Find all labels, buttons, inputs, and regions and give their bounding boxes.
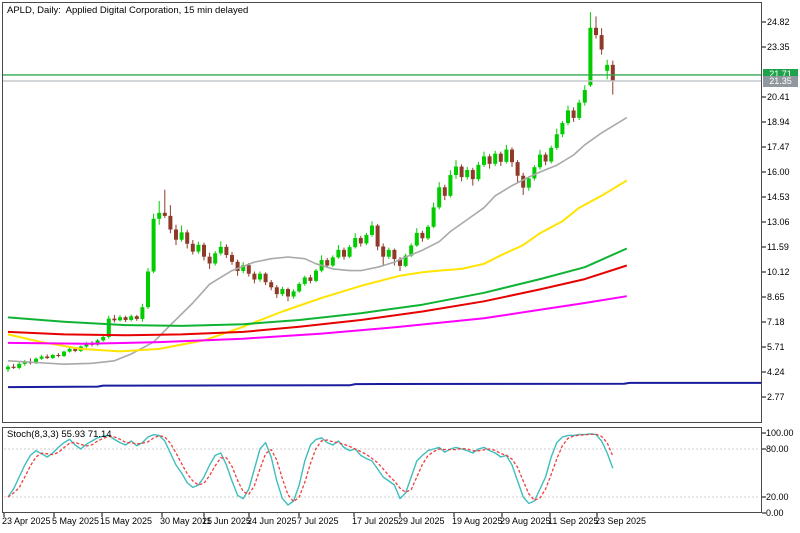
price-axis-label: 10.12 xyxy=(767,267,790,277)
price-axis-label: 7.18 xyxy=(767,317,785,327)
date-axis-label: 17 Jul 2025 xyxy=(352,516,399,526)
date-axis-label: 7 Jul 2025 xyxy=(297,516,339,526)
price-axis-label: 2.77 xyxy=(767,392,785,402)
stoch-axis-label: 80.00 xyxy=(766,444,789,454)
date-axis-label: 23 Sep 2025 xyxy=(595,516,647,526)
stoch-pane-border xyxy=(2,427,762,513)
price-axis-label: 4.24 xyxy=(767,367,785,377)
stoch-name: Stoch(8,3,3) xyxy=(7,429,59,440)
ma-gray xyxy=(7,116,628,366)
date-axis-label: 29 Jul 2025 xyxy=(398,516,445,526)
ma-yellow xyxy=(7,179,628,353)
stoch-k-line xyxy=(7,433,614,506)
stoch-d-line xyxy=(7,433,614,503)
price-axis-label: 13.06 xyxy=(767,217,790,227)
date-axis-label: 11 Jun 2025 xyxy=(202,516,251,526)
price-axis-label: 23.35 xyxy=(767,42,790,52)
date-axis-label: 23 Apr 2025 xyxy=(2,516,51,526)
stoch-axis-label: 100.00 xyxy=(766,428,794,438)
price-axis-label: 14.53 xyxy=(767,192,790,202)
price-axis-label: 20.41 xyxy=(767,92,790,102)
alert-price-badge: 21.71 xyxy=(763,69,798,81)
horizontal-line-objects[interactable] xyxy=(3,74,761,82)
price-axis-label: 17.47 xyxy=(767,142,790,152)
price-axis-label: 16.00 xyxy=(767,167,790,177)
date-axis-label: 11 Sep 2025 xyxy=(548,516,599,526)
current-price-badge: 21.35 xyxy=(763,75,798,87)
date-axis-label: 24 Jun 2025 xyxy=(247,516,297,526)
stoch-k-value: 55.93 xyxy=(61,429,86,440)
stoch-indicator-label: Stoch(8,3,3) 55.93 71.14 xyxy=(7,429,112,440)
ma-magenta xyxy=(7,295,627,345)
date-axis-label: 5 May 2025 xyxy=(52,516,100,526)
date-axis-label: 30 May 2025 xyxy=(160,516,213,526)
ma-red xyxy=(7,264,628,337)
price-axis-label: 24.82 xyxy=(767,17,790,27)
main-pane-border xyxy=(2,2,762,423)
stoch-gridlines xyxy=(4,448,760,498)
price-axis-ticks xyxy=(762,21,766,514)
date-axis-label: 29 Aug 2025 xyxy=(500,516,551,526)
moving-average-lines xyxy=(7,116,762,389)
time-axis-ticks xyxy=(3,513,598,517)
date-axis-label: 19 Aug 2025 xyxy=(452,516,503,526)
price-axis-label: 5.71 xyxy=(767,342,785,352)
price-axis-label: 11.59 xyxy=(767,242,789,252)
stoch-d-value: 71.14 xyxy=(87,429,112,440)
price-axis-label: 8.65 xyxy=(767,292,785,302)
stochastic-lines xyxy=(7,433,614,506)
price-axis-label: 18.94 xyxy=(767,117,790,127)
ma-green xyxy=(7,247,628,327)
chart-title: APLD, Daily: Applied Digital Corporation… xyxy=(7,5,249,16)
stoch-axis-label: 20.00 xyxy=(766,492,789,502)
ma-blue xyxy=(7,381,762,389)
stoch-axis-label: 0.00 xyxy=(766,508,784,518)
date-axis-label: 15 May 2025 xyxy=(100,516,153,526)
